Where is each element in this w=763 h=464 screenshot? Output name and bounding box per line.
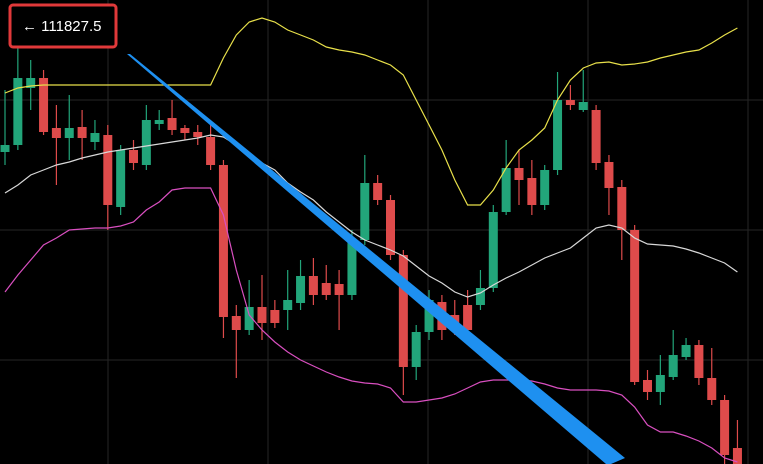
indicator-line: [4, 134, 738, 298]
candle-body: [51, 128, 61, 138]
candle-body: [604, 162, 614, 188]
candle-body: [129, 150, 138, 163]
candle-body: [578, 102, 588, 110]
candle-body: [475, 288, 485, 305]
candle-body: [411, 332, 421, 367]
price-label: ← 111827.5: [22, 18, 102, 35]
candle-body: [347, 240, 357, 295]
candle-body: [308, 276, 318, 295]
candle-body: [488, 212, 498, 288]
candle-body: [141, 120, 151, 165]
plot: [0, 17, 742, 464]
candle-body: [90, 133, 100, 142]
candle-body: [0, 145, 10, 152]
candle-body: [591, 110, 601, 163]
candle-body: [360, 183, 370, 240]
candle-body: [732, 448, 742, 464]
candle-body: [231, 316, 241, 330]
candle-body: [463, 305, 473, 330]
candle-body: [386, 200, 395, 255]
candle-body: [694, 345, 704, 378]
candle-body: [77, 127, 87, 138]
candle-body: [218, 165, 228, 317]
candle-body: [26, 78, 36, 88]
indicator-line: [4, 187, 738, 463]
candle-body: [617, 187, 627, 230]
candle-body: [193, 132, 203, 137]
candle-body: [116, 150, 126, 207]
candle-body: [668, 355, 678, 377]
candle-body: [244, 307, 254, 330]
candle-body: [206, 137, 216, 165]
candle-body: [540, 170, 550, 205]
price-label-box: [8, 3, 118, 49]
candle-body: [270, 310, 280, 323]
candle-body: [553, 100, 563, 170]
candle-body: [13, 78, 23, 145]
candle-body: [103, 135, 113, 205]
candle-body: [707, 378, 717, 400]
candle-body: [334, 284, 344, 295]
candle-body: [527, 178, 537, 205]
candle-body: [501, 168, 511, 212]
candle-body: [39, 78, 49, 132]
candle-body: [64, 128, 74, 138]
candle-body: [643, 380, 652, 392]
candle-body: [180, 128, 190, 133]
candle-body: [424, 300, 434, 332]
candle-body: [154, 120, 164, 124]
candle-body: [565, 100, 575, 105]
indicator-line: [4, 17, 738, 206]
candle-body: [167, 118, 177, 130]
candle-body: [398, 255, 408, 367]
candle-body: [720, 400, 730, 455]
candle-body: [373, 183, 383, 200]
candle-body: [514, 168, 524, 180]
candle-body: [681, 345, 691, 357]
candle-body: [630, 230, 640, 382]
candle-body: [655, 375, 665, 392]
candle-body: [321, 283, 331, 295]
candle-body: [296, 276, 306, 303]
candle-body: [257, 307, 267, 323]
candle-body: [283, 300, 293, 310]
trend-line: [127, 54, 625, 464]
